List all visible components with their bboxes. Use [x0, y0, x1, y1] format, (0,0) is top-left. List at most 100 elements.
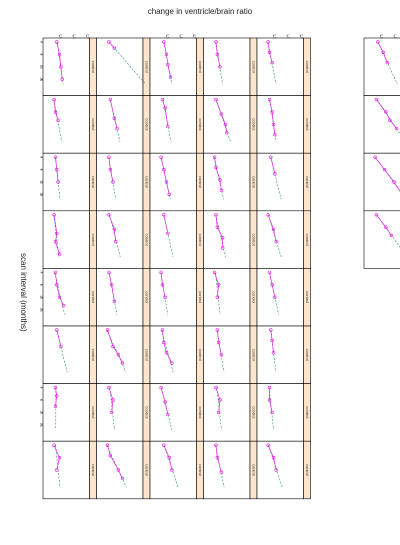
- panel-20: control: [149, 210, 204, 269]
- series-line: [160, 387, 169, 415]
- x-tick-label: 1.5: [393, 34, 397, 39]
- panel-frame: [96, 95, 144, 154]
- panel-22: control: [149, 325, 204, 384]
- data-point: [164, 351, 169, 355]
- data-point: [107, 155, 111, 159]
- panel-frame: [203, 268, 251, 327]
- panel-7: control: [42, 383, 97, 442]
- data-point: [160, 328, 165, 332]
- panel-21: control: [149, 268, 204, 327]
- panel-frame: [203, 325, 251, 384]
- series-line: [215, 445, 222, 473]
- panel-3: control: [42, 152, 97, 212]
- series-line: [55, 157, 59, 183]
- data-point: [162, 443, 166, 447]
- panel-frame: [42, 325, 90, 384]
- strip-text: control: [144, 234, 149, 246]
- data-point: [115, 126, 119, 131]
- panel-frame: [203, 152, 251, 212]
- y-tick-label: 18: [39, 423, 43, 427]
- data-point: [381, 50, 385, 55]
- data-point: [167, 192, 171, 197]
- data-point: [159, 270, 163, 275]
- panel-18: control: [149, 95, 204, 154]
- data-point: [108, 453, 113, 458]
- data-point: [107, 40, 111, 44]
- strip-text: control: [198, 406, 203, 418]
- strip-text: control: [305, 349, 310, 361]
- data-point: [55, 328, 59, 332]
- data-point: [163, 106, 167, 110]
- panel-frame: [96, 37, 144, 96]
- panel-25: control: [203, 37, 258, 96]
- panel-frame: [256, 152, 304, 212]
- panel-6: control: [42, 325, 97, 384]
- data-point: [267, 50, 272, 55]
- panel-24: control: [149, 440, 204, 500]
- data-point: [112, 116, 117, 120]
- data-point: [164, 180, 169, 184]
- data-point: [270, 338, 274, 343]
- y-tick-label: 12: [39, 65, 43, 69]
- data-point: [52, 213, 56, 217]
- data-point: [221, 235, 225, 240]
- panel-frame: [256, 268, 304, 327]
- strip-text: control: [251, 291, 256, 303]
- data-point: [225, 130, 229, 135]
- x-tick-label: 1.5: [72, 34, 76, 39]
- strip-text: control: [251, 406, 256, 418]
- series-line: [109, 99, 118, 129]
- y-tick-label: 6: [39, 284, 43, 286]
- data-point: [111, 180, 115, 184]
- panel-frame: [256, 440, 304, 500]
- data-point: [395, 126, 399, 131]
- data-point: [159, 155, 163, 159]
- panel-38: control: [256, 325, 311, 384]
- data-point: [53, 110, 58, 114]
- data-point: [57, 455, 62, 460]
- panel-1: control: [42, 37, 97, 96]
- panel-frame: [256, 383, 304, 442]
- series-line: [267, 41, 273, 63]
- data-point: [214, 97, 218, 102]
- data-point: [56, 118, 60, 122]
- data-point: [389, 233, 393, 238]
- panel-9: control: [96, 37, 151, 96]
- data-point: [266, 213, 270, 217]
- data-point: [168, 75, 173, 79]
- data-point: [160, 97, 165, 102]
- series-line: [216, 329, 222, 355]
- data-point: [271, 351, 276, 355]
- series-line: [270, 157, 276, 174]
- data-point: [111, 398, 115, 402]
- panel-2: control: [42, 95, 97, 154]
- trend-line: [106, 445, 127, 488]
- strip-text: control: [91, 406, 96, 418]
- series-line: [108, 214, 117, 242]
- panel-frame: [149, 37, 197, 96]
- strip-text: control: [144, 118, 149, 130]
- data-point: [59, 344, 63, 349]
- data-point: [273, 295, 277, 299]
- strip-text: control: [144, 349, 149, 361]
- panel-36: control: [256, 210, 311, 269]
- strip-text: control: [251, 118, 256, 130]
- series-line: [215, 214, 224, 248]
- panel-frame: [363, 37, 400, 96]
- data-point: [271, 455, 276, 460]
- panel-frame: [203, 383, 251, 442]
- panel-frame: [96, 383, 144, 442]
- data-point: [120, 361, 125, 365]
- data-point: [55, 394, 59, 398]
- panel-43: schizophrenic: [363, 152, 400, 212]
- data-point: [164, 52, 169, 57]
- strip-text: control: [305, 291, 310, 303]
- series-line: [215, 387, 221, 413]
- panel-16: control: [96, 440, 151, 500]
- panel-10: control: [96, 95, 151, 154]
- series-line: [53, 214, 60, 255]
- y-tick-label: 6: [39, 399, 43, 401]
- data-point: [376, 40, 380, 44]
- x-tick-label: 0.5: [166, 34, 170, 39]
